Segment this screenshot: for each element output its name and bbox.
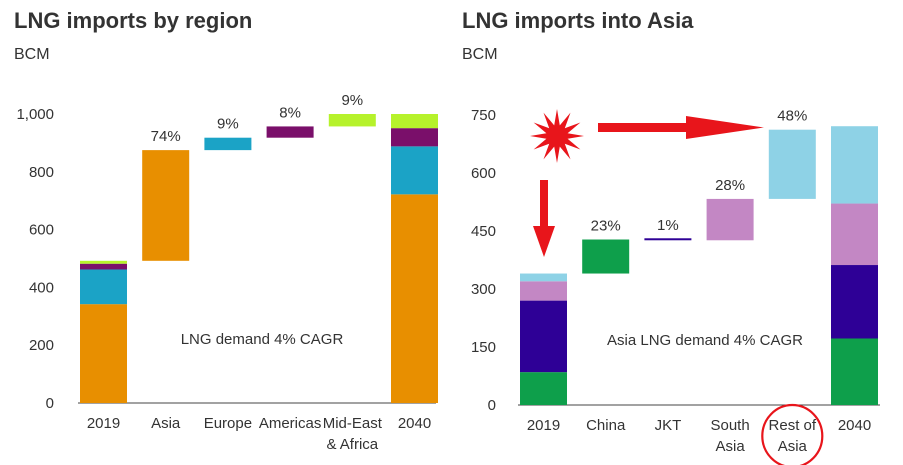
x-tick-label: Mid-East & Africa — [323, 415, 383, 453]
y-tick-label: 300 — [471, 281, 496, 298]
x-tick-label-line: China — [586, 417, 626, 434]
y-tick-label: 400 — [29, 279, 54, 296]
x-tick-label: South Asia — [710, 417, 749, 455]
bar-segment — [831, 265, 878, 339]
y-tick-label: 0 — [488, 397, 496, 414]
x-tick-label-line: Rest of — [769, 417, 817, 434]
arrow-right-icon — [686, 116, 764, 139]
data-label: 74% — [151, 128, 181, 145]
bar-segment — [644, 238, 692, 241]
bar-segment — [328, 114, 376, 127]
y-tick-label: 600 — [29, 222, 54, 239]
x-tick-label-line: 2019 — [527, 417, 560, 434]
y-unit-label-left: BCM — [14, 46, 50, 63]
x-tick-label: JKT — [655, 417, 682, 434]
bar-segment — [391, 146, 438, 195]
y-tick-label: 0 — [46, 395, 54, 412]
y-tick-label: 750 — [471, 107, 496, 124]
x-tick-label: 2019 — [87, 415, 120, 432]
x-tick-label-line: & Africa — [326, 436, 378, 453]
x-tick-label: 2019 — [527, 417, 560, 434]
bar-segment — [80, 304, 127, 403]
x-tick-label-line: Asia — [716, 438, 746, 455]
x-tick-label: 2040 — [838, 417, 871, 434]
bar-segment — [520, 281, 567, 301]
bar-segment — [80, 263, 127, 270]
y-tick-label: 1,000 — [16, 106, 54, 123]
y-tick-label: 600 — [471, 165, 496, 182]
data-label: 1% — [657, 217, 679, 234]
annotation-overlay — [530, 109, 764, 257]
x-tick-label: 2040 — [398, 415, 431, 432]
bar-segment — [768, 129, 816, 199]
bar-segment — [204, 137, 252, 151]
annotation-text: Asia LNG demand 4% CAGR — [607, 332, 803, 349]
highlight-circle — [761, 403, 824, 465]
x-tick-label: China — [586, 417, 626, 434]
x-tick-label-line: Mid-East — [323, 415, 383, 432]
x-tick-label-line: JKT — [655, 417, 682, 434]
arrow-down-icon — [533, 226, 555, 257]
y-tick-label: 200 — [29, 337, 54, 354]
x-tick-label: Americas — [259, 415, 322, 432]
annotation-text: LNG demand 4% CAGR — [181, 331, 344, 348]
bar-segment — [266, 126, 314, 138]
x-tick-label: Asia — [151, 415, 181, 432]
x-tick-label-line: Americas — [259, 415, 322, 432]
x-tick-label-line: Asia — [778, 438, 808, 455]
y-tick-label: 450 — [471, 223, 496, 240]
chart-panel-left: 0 200 400 600 800 1,000 2019 74% Asia 9% Europe 8% A… — [16, 92, 438, 453]
x-tick-label-line: 2040 — [838, 417, 871, 434]
bar-segment — [831, 126, 878, 204]
x-tick-label-line: Asia — [151, 415, 181, 432]
chart-title-right: LNG imports into Asia — [462, 8, 694, 33]
bar-segment — [391, 128, 438, 147]
bar-segment — [706, 198, 754, 241]
bar-segment — [520, 372, 567, 405]
bar-segment — [391, 114, 438, 129]
data-label: 28% — [715, 177, 745, 194]
bar-segment — [831, 338, 878, 405]
y-unit-label-right: BCM — [462, 46, 498, 63]
data-label: 48% — [777, 108, 807, 125]
data-label: 8% — [279, 104, 301, 121]
bar-segment — [142, 150, 190, 261]
data-label: 23% — [591, 218, 621, 235]
x-tick-label: Rest of Asia — [769, 417, 817, 455]
bar-segment — [831, 203, 878, 266]
bar-segment — [80, 260, 127, 264]
starburst-icon — [530, 109, 584, 163]
x-tick-label-line: 2019 — [87, 415, 120, 432]
arrow-down-shaft — [540, 180, 548, 230]
arrow-right-shaft — [598, 123, 690, 132]
bar-segment — [520, 273, 567, 282]
bar-segment — [520, 300, 567, 373]
x-tick-label: Europe — [204, 415, 252, 432]
chart-panel-right: 0 150 300 450 600 750 2019 23% China 1% JKT 28% Sout… — [471, 107, 880, 465]
y-tick-label: 150 — [471, 339, 496, 356]
x-tick-label-line: South — [710, 417, 749, 434]
x-tick-label-line: Europe — [204, 415, 252, 432]
bar-segment — [80, 269, 127, 305]
data-label: 9% — [341, 92, 363, 109]
chart-title-left: LNG imports by region — [14, 8, 253, 33]
bar-segment — [582, 239, 630, 274]
data-label: 9% — [217, 116, 239, 133]
y-tick-label: 800 — [29, 164, 54, 181]
x-tick-label-line: 2040 — [398, 415, 431, 432]
bar-segment — [391, 194, 438, 403]
